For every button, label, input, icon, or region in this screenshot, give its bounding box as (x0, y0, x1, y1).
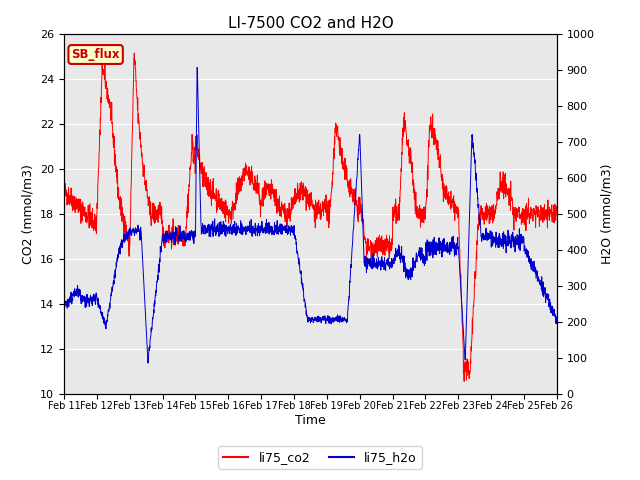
Title: LI-7500 CO2 and H2O: LI-7500 CO2 and H2O (228, 16, 393, 31)
li75_h2o (60, 307, 68, 313)
li75_co2 (60, 185, 68, 191)
li75_co2 (335, 139, 343, 145)
li75_co2 (460, 379, 468, 384)
li75_h2o (454, 239, 461, 245)
Line: li75_h2o: li75_h2o (64, 67, 557, 363)
li75_co2 (510, 207, 518, 213)
li75_h2o (335, 317, 343, 323)
X-axis label: Time: Time (295, 414, 326, 427)
li75_h2o (193, 64, 201, 70)
Line: li75_co2: li75_co2 (64, 53, 557, 382)
li75_co2 (131, 50, 138, 56)
li75_h2o (324, 317, 332, 323)
li75_co2 (198, 160, 205, 166)
li75_co2 (553, 207, 561, 213)
li75_co2 (324, 205, 332, 211)
li75_h2o (144, 360, 152, 366)
li75_h2o (524, 249, 531, 255)
li75_h2o (198, 227, 205, 233)
li75_h2o (510, 236, 518, 242)
li75_h2o (553, 321, 561, 326)
Text: SB_flux: SB_flux (72, 48, 120, 61)
Y-axis label: CO2 (mmol/m3): CO2 (mmol/m3) (22, 164, 35, 264)
Legend: li75_co2, li75_h2o: li75_co2, li75_h2o (218, 446, 422, 469)
Y-axis label: H2O (mmol/m3): H2O (mmol/m3) (600, 163, 613, 264)
li75_co2 (524, 206, 531, 212)
li75_co2 (454, 206, 461, 212)
